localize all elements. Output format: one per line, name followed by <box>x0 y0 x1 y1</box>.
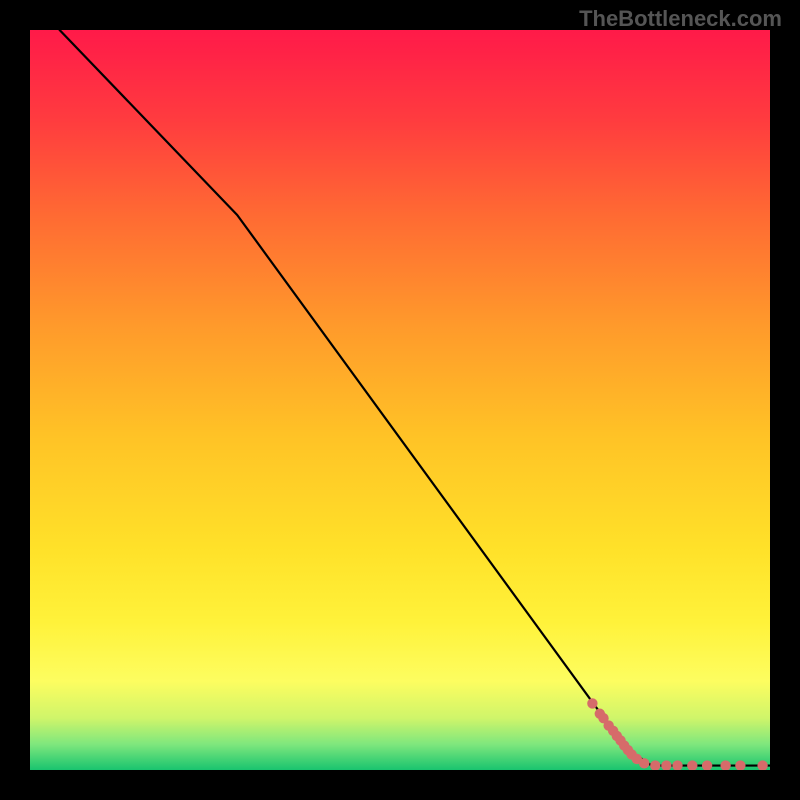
scatter-point <box>587 698 597 708</box>
scatter-point <box>639 758 649 768</box>
chart-background <box>30 30 770 770</box>
chart-svg <box>30 30 770 770</box>
watermark-text: TheBottleneck.com <box>579 6 782 32</box>
plot-area <box>30 30 770 770</box>
